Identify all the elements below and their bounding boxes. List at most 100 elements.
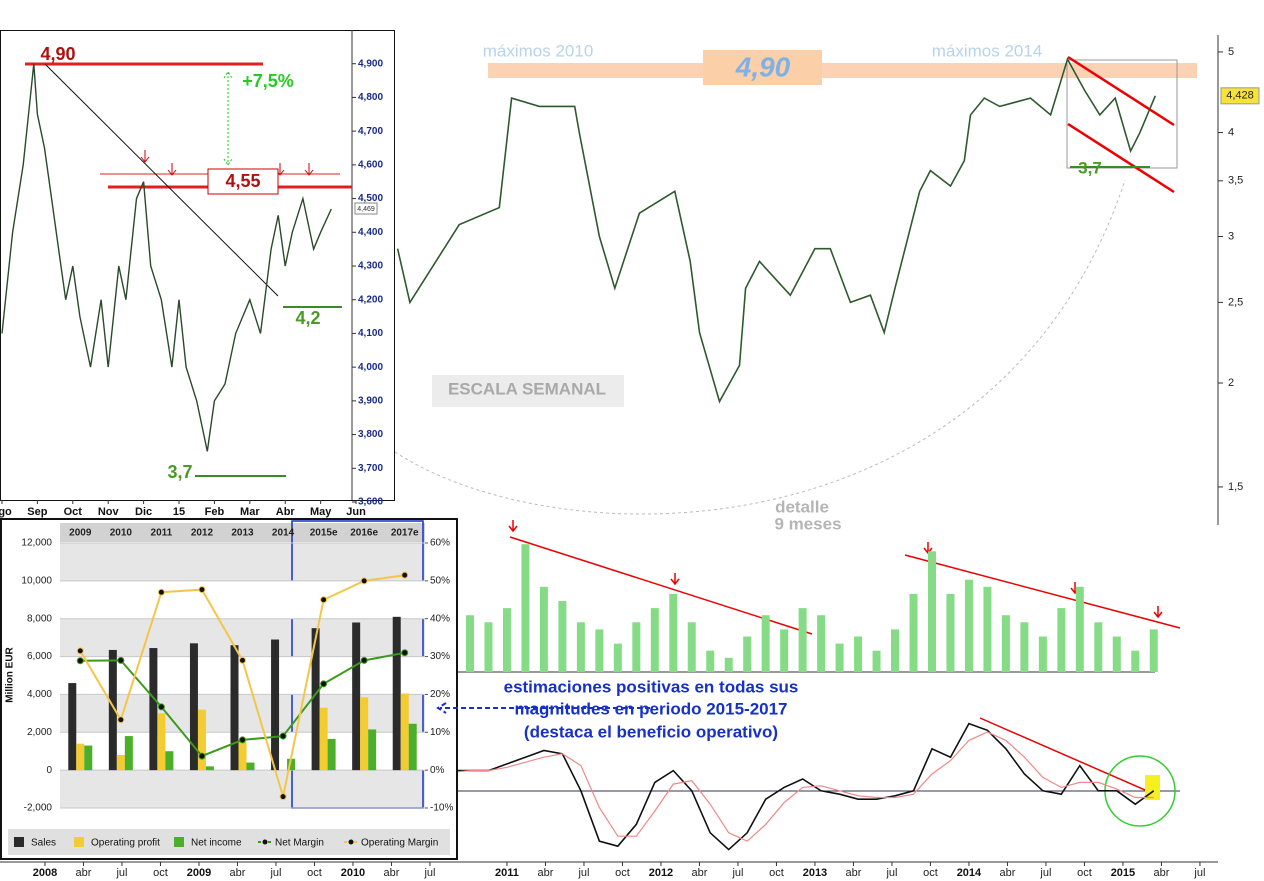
price-line — [1, 63, 332, 452]
x-tick-label: Dic — [135, 506, 152, 518]
y-tick-label: 0 — [46, 765, 52, 776]
legend-swatch — [174, 837, 184, 847]
x-tick-label: jul — [423, 867, 435, 879]
bar — [408, 723, 417, 771]
trend-line — [904, 554, 1181, 629]
note: estimaciones positivas en todas sus magn… — [436, 677, 799, 741]
bar — [392, 616, 401, 771]
last-value-label: 4,469 — [357, 206, 375, 213]
volume-bar — [1112, 636, 1121, 672]
x-tick-label: Oct — [64, 506, 83, 518]
y-tick-label: 2,5 — [1228, 296, 1243, 308]
margin-point — [401, 571, 409, 579]
y-tick-label: 6,000 — [27, 651, 52, 662]
x-tick-label: abr — [845, 867, 861, 879]
y2-tick-label: 20% — [430, 689, 450, 700]
label-box — [207, 168, 279, 195]
y-tick-label: 4,200 — [358, 294, 383, 305]
margin-point — [157, 703, 165, 711]
margin-point — [320, 680, 328, 688]
panel-border — [0, 518, 458, 860]
x-tick-label: abr — [384, 867, 400, 879]
annotation: 4,90 — [735, 51, 791, 82]
margin-point — [279, 793, 287, 801]
y2-tick-label: -10% — [430, 803, 453, 814]
x-tick-label: May — [310, 506, 332, 518]
bar — [197, 709, 206, 771]
y-tick-label: 4,700 — [358, 126, 383, 137]
bar — [246, 762, 255, 771]
y-tick-label: 3 — [1228, 230, 1234, 242]
margin-point — [198, 752, 206, 760]
bar — [368, 729, 377, 771]
bar — [271, 639, 280, 771]
y-tick-label: 3,5 — [1228, 175, 1243, 187]
volume-bar — [854, 636, 863, 672]
x-tick-label: jul — [731, 867, 743, 879]
volume-bar — [835, 643, 844, 672]
y-tick-label: 4,300 — [358, 261, 383, 272]
x-tick-label: 2009 — [187, 867, 211, 879]
annotation: máximos 2014 — [932, 41, 1043, 60]
annotation: 4,2 — [295, 308, 320, 328]
bar — [124, 736, 133, 771]
x-tick-label: Nov — [98, 506, 120, 518]
y2-tick-label: 50% — [430, 575, 450, 586]
y-tick-label: 5 — [1228, 46, 1234, 58]
volume-bar — [1038, 636, 1047, 672]
y-tick-label: 4,500 — [358, 193, 383, 204]
y-tick-label: 3,900 — [358, 395, 383, 406]
y-tick-label: -2,000 — [24, 803, 53, 814]
x-tick-label: jul — [885, 867, 897, 879]
x-tick-label: jul — [1039, 867, 1051, 879]
x-tick-label: jul — [577, 867, 589, 879]
note-line: estimaciones positivas en todas sus — [504, 677, 799, 696]
arrow — [223, 71, 233, 166]
legend-label: Net income — [191, 838, 242, 849]
category-label: 2015e — [310, 528, 338, 539]
category-label: 2009 — [69, 528, 92, 539]
x-tick-label: abr — [1153, 867, 1169, 879]
y-tick-label: 4,900 — [358, 58, 383, 69]
y-tick-label: 4,600 — [358, 159, 383, 170]
category-label: 2016e — [350, 528, 378, 539]
y-tick-label: 8,000 — [27, 613, 52, 624]
volume-bar — [650, 608, 659, 672]
y-tick-label: 4 — [1228, 126, 1234, 138]
label-box — [432, 375, 624, 407]
trend-line — [509, 536, 813, 635]
y-tick-label: 4,800 — [358, 92, 383, 103]
x-tick-label: 2015 — [1111, 867, 1135, 879]
x-tick-label: 2008 — [33, 867, 57, 879]
trend-line — [44, 63, 279, 297]
margin-point — [76, 657, 84, 665]
bar — [230, 645, 239, 771]
x-tick-label: oct — [153, 867, 168, 879]
bar — [319, 707, 328, 771]
legend-label: Operating Margin — [361, 838, 438, 849]
volume-bar — [632, 622, 641, 672]
category-label: 2014 — [272, 528, 295, 539]
margin-point — [198, 586, 206, 594]
y-tick-label: 2,000 — [27, 727, 52, 738]
last-value-label: 4,428 — [1226, 90, 1254, 102]
label-box — [703, 50, 822, 85]
annotation: 4,55 — [225, 171, 260, 191]
volume-bar — [1075, 586, 1084, 672]
y-tick-label: 10,000 — [21, 575, 52, 586]
legend-swatch — [74, 837, 84, 847]
volume-bar — [927, 551, 936, 672]
volume-bar — [1131, 650, 1140, 672]
category-label: 2010 — [110, 528, 133, 539]
y-tick-label: 4,400 — [358, 227, 383, 238]
legend-label: Net Margin — [275, 838, 324, 849]
x-tick-label: Jun — [346, 506, 366, 518]
volume-bar — [761, 615, 770, 672]
volume-bar — [743, 636, 752, 672]
category-label: 2013 — [231, 528, 254, 539]
bar — [157, 713, 166, 771]
annotation: máximos 2010 — [483, 41, 594, 60]
volume-bar — [1020, 622, 1029, 672]
bar — [84, 745, 93, 771]
